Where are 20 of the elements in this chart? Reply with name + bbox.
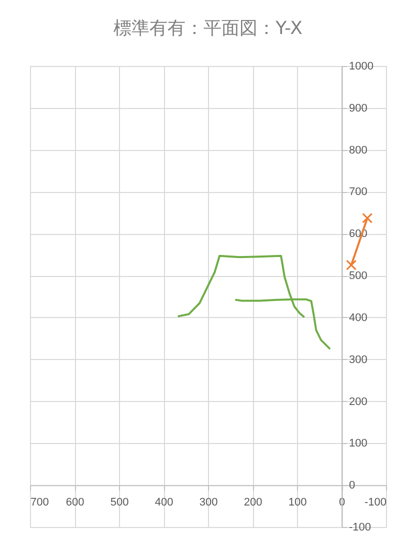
y-tick-label: 800 [349, 144, 368, 156]
x-tick-label: 300 [199, 496, 218, 509]
x-tick-label: 600 [66, 496, 84, 509]
y-tick-label: 100 [349, 438, 368, 450]
y-tick-label: 400 [349, 312, 368, 324]
y-tick-label: 1000 [349, 60, 374, 72]
y-tick-label: 500 [349, 270, 368, 282]
x-tick-label: -100 [364, 496, 386, 509]
x-tick-label: 100 [288, 496, 307, 509]
y-tick-label: 900 [349, 102, 368, 114]
y-tick-label: 0 [349, 480, 356, 492]
y-tick-label: 200 [349, 396, 368, 408]
x-tick-label: 700 [30, 496, 49, 509]
chart-title: 標準有有：平面図：Y-X [114, 18, 302, 39]
y-tick-label: 300 [349, 354, 368, 366]
x-tick-label: 400 [154, 496, 174, 509]
x-tick-label: 500 [110, 496, 129, 509]
y-tick-label: 700 [349, 186, 368, 198]
y-tick-label: -100 [349, 522, 372, 534]
x-tick-label: 200 [244, 496, 262, 509]
